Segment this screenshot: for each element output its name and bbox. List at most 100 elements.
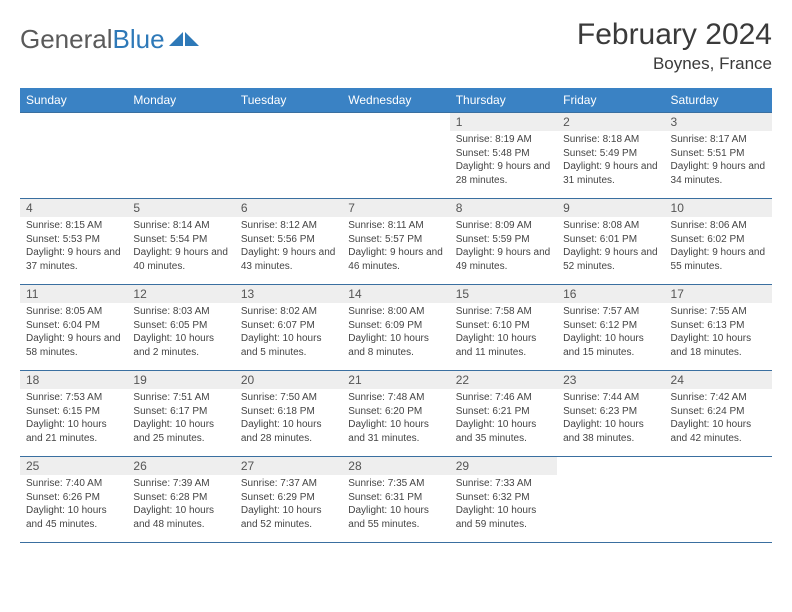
logo-mark-icon bbox=[169, 24, 199, 55]
calendar-day-cell: 22Sunrise: 7:46 AMSunset: 6:21 PMDayligh… bbox=[450, 371, 557, 457]
day-number: 17 bbox=[665, 285, 772, 303]
calendar-day-cell: .. bbox=[20, 113, 127, 199]
day-details: Sunrise: 8:15 AMSunset: 5:53 PMDaylight:… bbox=[20, 217, 127, 277]
day-number: 23 bbox=[557, 371, 664, 389]
day-number: 14 bbox=[342, 285, 449, 303]
day-details: Sunrise: 7:50 AMSunset: 6:18 PMDaylight:… bbox=[235, 389, 342, 449]
day-number: 3 bbox=[665, 113, 772, 131]
calendar-day-cell: 20Sunrise: 7:50 AMSunset: 6:18 PMDayligh… bbox=[235, 371, 342, 457]
calendar-day-cell: 12Sunrise: 8:03 AMSunset: 6:05 PMDayligh… bbox=[127, 285, 234, 371]
day-details: Sunrise: 8:08 AMSunset: 6:01 PMDaylight:… bbox=[557, 217, 664, 277]
calendar-body: ........1Sunrise: 8:19 AMSunset: 5:48 PM… bbox=[20, 113, 772, 543]
day-details: Sunrise: 8:14 AMSunset: 5:54 PMDaylight:… bbox=[127, 217, 234, 277]
calendar-day-cell: 19Sunrise: 7:51 AMSunset: 6:17 PMDayligh… bbox=[127, 371, 234, 457]
calendar-header-row: SundayMondayTuesdayWednesdayThursdayFrid… bbox=[20, 88, 772, 113]
day-number: 21 bbox=[342, 371, 449, 389]
weekday-header: Thursday bbox=[450, 88, 557, 113]
day-details: Sunrise: 7:40 AMSunset: 6:26 PMDaylight:… bbox=[20, 475, 127, 535]
calendar-day-cell: 13Sunrise: 8:02 AMSunset: 6:07 PMDayligh… bbox=[235, 285, 342, 371]
day-number: 26 bbox=[127, 457, 234, 475]
calendar-day-cell: 11Sunrise: 8:05 AMSunset: 6:04 PMDayligh… bbox=[20, 285, 127, 371]
day-number: 12 bbox=[127, 285, 234, 303]
day-details: Sunrise: 7:46 AMSunset: 6:21 PMDaylight:… bbox=[450, 389, 557, 449]
title-block: February 2024 Boynes, France bbox=[577, 18, 772, 74]
day-details: Sunrise: 8:11 AMSunset: 5:57 PMDaylight:… bbox=[342, 217, 449, 277]
day-details: Sunrise: 7:48 AMSunset: 6:20 PMDaylight:… bbox=[342, 389, 449, 449]
day-number: 4 bbox=[20, 199, 127, 217]
calendar-day-cell: 18Sunrise: 7:53 AMSunset: 6:15 PMDayligh… bbox=[20, 371, 127, 457]
day-number: 6 bbox=[235, 199, 342, 217]
weekday-header: Saturday bbox=[665, 88, 772, 113]
weekday-header: Monday bbox=[127, 88, 234, 113]
calendar-day-cell: 4Sunrise: 8:15 AMSunset: 5:53 PMDaylight… bbox=[20, 199, 127, 285]
brand-part1: General bbox=[20, 24, 113, 55]
calendar-day-cell: 15Sunrise: 7:58 AMSunset: 6:10 PMDayligh… bbox=[450, 285, 557, 371]
calendar-day-cell: .. bbox=[235, 113, 342, 199]
calendar-day-cell: 1Sunrise: 8:19 AMSunset: 5:48 PMDaylight… bbox=[450, 113, 557, 199]
calendar-day-cell: 16Sunrise: 7:57 AMSunset: 6:12 PMDayligh… bbox=[557, 285, 664, 371]
day-number: 9 bbox=[557, 199, 664, 217]
day-details: Sunrise: 8:03 AMSunset: 6:05 PMDaylight:… bbox=[127, 303, 234, 363]
location-label: Boynes, France bbox=[577, 54, 772, 74]
day-details: Sunrise: 7:35 AMSunset: 6:31 PMDaylight:… bbox=[342, 475, 449, 535]
calendar-day-cell: 25Sunrise: 7:40 AMSunset: 6:26 PMDayligh… bbox=[20, 457, 127, 543]
day-details: Sunrise: 7:51 AMSunset: 6:17 PMDaylight:… bbox=[127, 389, 234, 449]
calendar-day-cell: 9Sunrise: 8:08 AMSunset: 6:01 PMDaylight… bbox=[557, 199, 664, 285]
calendar-week-row: 4Sunrise: 8:15 AMSunset: 5:53 PMDaylight… bbox=[20, 199, 772, 285]
calendar-week-row: 18Sunrise: 7:53 AMSunset: 6:15 PMDayligh… bbox=[20, 371, 772, 457]
calendar-week-row: ........1Sunrise: 8:19 AMSunset: 5:48 PM… bbox=[20, 113, 772, 199]
day-details: Sunrise: 8:19 AMSunset: 5:48 PMDaylight:… bbox=[450, 131, 557, 191]
day-details: Sunrise: 8:09 AMSunset: 5:59 PMDaylight:… bbox=[450, 217, 557, 277]
calendar-day-cell: .. bbox=[127, 113, 234, 199]
day-number: 16 bbox=[557, 285, 664, 303]
calendar-day-cell: .. bbox=[557, 457, 664, 543]
day-number: 1 bbox=[450, 113, 557, 131]
day-details: Sunrise: 8:12 AMSunset: 5:56 PMDaylight:… bbox=[235, 217, 342, 277]
day-number: 10 bbox=[665, 199, 772, 217]
day-number: 28 bbox=[342, 457, 449, 475]
calendar-day-cell: 28Sunrise: 7:35 AMSunset: 6:31 PMDayligh… bbox=[342, 457, 449, 543]
day-details: Sunrise: 7:33 AMSunset: 6:32 PMDaylight:… bbox=[450, 475, 557, 535]
day-details: Sunrise: 8:05 AMSunset: 6:04 PMDaylight:… bbox=[20, 303, 127, 363]
calendar-day-cell: 6Sunrise: 8:12 AMSunset: 5:56 PMDaylight… bbox=[235, 199, 342, 285]
day-number: 7 bbox=[342, 199, 449, 217]
day-number: 24 bbox=[665, 371, 772, 389]
calendar-day-cell: 2Sunrise: 8:18 AMSunset: 5:49 PMDaylight… bbox=[557, 113, 664, 199]
calendar-day-cell: 26Sunrise: 7:39 AMSunset: 6:28 PMDayligh… bbox=[127, 457, 234, 543]
brand-part2: Blue bbox=[113, 24, 165, 55]
calendar-day-cell: 24Sunrise: 7:42 AMSunset: 6:24 PMDayligh… bbox=[665, 371, 772, 457]
day-details: Sunrise: 7:55 AMSunset: 6:13 PMDaylight:… bbox=[665, 303, 772, 363]
day-number: 25 bbox=[20, 457, 127, 475]
day-number: 19 bbox=[127, 371, 234, 389]
calendar-day-cell: .. bbox=[665, 457, 772, 543]
day-number: 27 bbox=[235, 457, 342, 475]
day-number: 8 bbox=[450, 199, 557, 217]
day-number: 29 bbox=[450, 457, 557, 475]
day-details: Sunrise: 8:02 AMSunset: 6:07 PMDaylight:… bbox=[235, 303, 342, 363]
calendar-day-cell: 21Sunrise: 7:48 AMSunset: 6:20 PMDayligh… bbox=[342, 371, 449, 457]
weekday-header: Sunday bbox=[20, 88, 127, 113]
calendar-day-cell: 14Sunrise: 8:00 AMSunset: 6:09 PMDayligh… bbox=[342, 285, 449, 371]
day-number: 20 bbox=[235, 371, 342, 389]
day-details: Sunrise: 7:57 AMSunset: 6:12 PMDaylight:… bbox=[557, 303, 664, 363]
calendar-day-cell: 23Sunrise: 7:44 AMSunset: 6:23 PMDayligh… bbox=[557, 371, 664, 457]
day-details: Sunrise: 7:53 AMSunset: 6:15 PMDaylight:… bbox=[20, 389, 127, 449]
day-number: 18 bbox=[20, 371, 127, 389]
day-details: Sunrise: 7:44 AMSunset: 6:23 PMDaylight:… bbox=[557, 389, 664, 449]
day-details: Sunrise: 7:39 AMSunset: 6:28 PMDaylight:… bbox=[127, 475, 234, 535]
calendar-day-cell: 8Sunrise: 8:09 AMSunset: 5:59 PMDaylight… bbox=[450, 199, 557, 285]
day-number: 5 bbox=[127, 199, 234, 217]
calendar-table: SundayMondayTuesdayWednesdayThursdayFrid… bbox=[20, 88, 772, 543]
month-title: February 2024 bbox=[577, 18, 772, 52]
calendar-day-cell: 27Sunrise: 7:37 AMSunset: 6:29 PMDayligh… bbox=[235, 457, 342, 543]
calendar-week-row: 25Sunrise: 7:40 AMSunset: 6:26 PMDayligh… bbox=[20, 457, 772, 543]
calendar-day-cell: 7Sunrise: 8:11 AMSunset: 5:57 PMDaylight… bbox=[342, 199, 449, 285]
day-number: 11 bbox=[20, 285, 127, 303]
calendar-day-cell: .. bbox=[342, 113, 449, 199]
weekday-header: Tuesday bbox=[235, 88, 342, 113]
day-details: Sunrise: 8:17 AMSunset: 5:51 PMDaylight:… bbox=[665, 131, 772, 191]
brand-logo: GeneralBlue bbox=[20, 18, 199, 55]
weekday-header: Friday bbox=[557, 88, 664, 113]
day-details: Sunrise: 8:18 AMSunset: 5:49 PMDaylight:… bbox=[557, 131, 664, 191]
day-details: Sunrise: 7:37 AMSunset: 6:29 PMDaylight:… bbox=[235, 475, 342, 535]
